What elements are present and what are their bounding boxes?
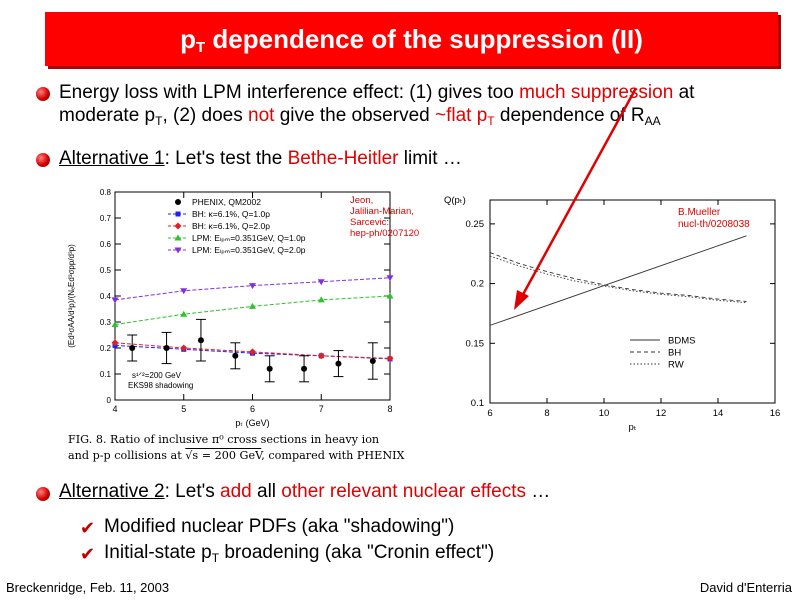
y-tick-label: 0.25 [466,219,485,230]
phenix-point [163,345,170,351]
marker-triangle-down [317,279,325,286]
annotation-line: Sarcevic: [350,217,389,228]
arrow-head [514,290,529,310]
marker-diamond [249,348,256,356]
x-axis-label: pₜ [628,422,636,433]
y-tick-label: 0.8 [100,188,112,197]
figure-caption: FIG. 8. Ratio of inclusive π⁰ cross sect… [68,432,405,464]
legend-label: LPM: Eₗₚₘ=0.351GeV, Q=2.0p [192,245,306,255]
bullet1-line2: moderate pT, (2) does not give the obser… [59,105,661,128]
legend-label: RW [668,360,684,371]
footer-right: David d'Enterria [699,580,792,595]
marker-triangle-down [174,247,182,254]
annotation-line: Jeon, [350,195,373,206]
sub-item-shadowing: Modified nuclear PDFs (aka "shadowing") [104,516,455,537]
y-tick-label: 0.6 [100,240,112,249]
phenix-point [197,337,204,344]
slide-title: pT dependence of the suppression (II) [180,24,643,56]
title-bar: pT dependence of the suppression (II) [45,12,778,66]
series-line [489,235,747,326]
x-tick-label: 7 [319,404,324,414]
annotation-line: Jalilian-Marian, [350,206,414,217]
marker-triangle-up [317,296,325,303]
x-tick-label: 6 [250,404,255,414]
footer-left: Breckenridge, Feb. 11, 2003 [6,580,170,595]
marker-diamond [111,339,119,347]
shadowing-label: EKS98 shadowing [128,381,193,390]
marker-triangle-up [386,292,394,299]
series-line [489,252,747,302]
y-tick-label: 0.2 [471,279,484,290]
y-tick-label: 0.7 [100,214,112,223]
x-tick-label: 6 [487,408,492,419]
bullet3-line: Alternative 2: Let's add all other relev… [59,481,551,502]
x-tick-label: 4 [112,404,117,414]
legend-label: BDMS [668,336,695,347]
caption-line2: and p-p collisions at √s = 200 GeV, comp… [68,449,405,462]
marker-triangle-down [386,275,394,282]
x-tick-label: 14 [713,408,724,419]
marker-triangle-up [180,310,188,317]
x-tick-label: 10 [599,408,610,419]
y-tick-label: 0.5 [100,266,112,275]
legend-label: BH [668,348,681,359]
x-tick-label: 8 [387,404,392,414]
marker-triangle-down [111,297,119,304]
legend-label: BH: κ=6.1%, Q=2.0p [192,221,270,231]
y-axis-label: (Ed³σAA/d³p)/(NₑEd³σpp/d³p) [67,244,76,348]
legend-label: LPM: Eₗₚₘ=0.351GeV, Q=1.0p [192,233,306,243]
y-tick-label: 0.15 [466,338,485,349]
arrow-line [518,87,638,301]
marker-point [175,199,181,205]
x-tick-label: 8 [544,408,549,419]
left-chart: 4 5 6 7 8 0 0.1 0.2 0.3 0.4 0.5 0.6 0.7 0.8 pₜ (GeV) (E… [67,188,419,428]
marker-triangle-down [249,283,256,290]
y-tick-label: 0.3 [100,318,112,327]
marker-triangle-down [180,288,188,295]
y-tick-label: 0.2 [100,344,112,353]
phenix-point [335,360,342,367]
marker-square [175,211,181,217]
y-tick-label: 0 [107,396,112,405]
marker-diamond [386,354,394,362]
bullet2-line: Alternative 1: Let's test the Bethe-Heit… [59,148,462,169]
series-line [114,342,391,359]
bullet1-line1: Energy loss with LPM interference effect… [59,82,695,103]
check-icon: ✔ [80,518,96,538]
caption-line1: FIG. 8. Ratio of inclusive π⁰ cross sect… [68,433,380,446]
legend-label: PHENIX, QM2002 [192,197,261,207]
bullet-icon [36,153,50,167]
annotation-line: nucl-th/0208038 [678,219,750,230]
legend-label: BH: κ=6.1%, Q=1.0p [192,209,270,219]
marker-triangle-up [111,321,119,328]
y-tick-label: 0.1 [100,370,112,379]
sub-item-cronin: Initial-state pT broadening (aka "Cronin… [104,542,495,565]
y-tick-label: 0.4 [100,292,112,301]
annotation-line: hep-ph/0207120 [350,228,419,239]
x-tick-label: 5 [181,404,186,414]
phenix-point [232,352,239,359]
bullet-icon [36,87,50,101]
marker-diamond [174,222,182,230]
marker-diamond [317,352,325,360]
annotation-line: B.Mueller [678,207,721,218]
x-tick-label: 16 [770,408,781,419]
energy-label: s¹ᐟ²=200 GeV [132,371,182,380]
marker-triangle-up [174,234,182,241]
marker-diamond [180,344,188,352]
phenix-point [369,358,376,364]
y-tick-label: 0.1 [471,398,484,409]
marker-triangle-up [249,302,256,309]
phenix-point [301,365,308,372]
plot-frame [489,199,776,404]
phenix-point [266,365,273,372]
x-tick-label: 12 [656,408,667,419]
check-icon: ✔ [80,544,96,564]
phenix-point [129,345,136,351]
bullet-icon [36,487,50,501]
y-axis-label: Q(pₜ) [444,195,466,206]
x-axis-label: pₜ (GeV) [235,418,269,428]
